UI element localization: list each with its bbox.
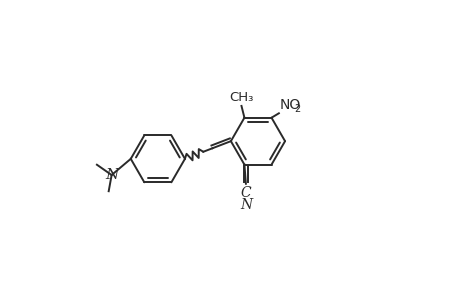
Text: N: N xyxy=(239,198,252,212)
Text: C: C xyxy=(240,186,251,200)
Text: CH₃: CH₃ xyxy=(229,91,253,103)
Text: NO: NO xyxy=(279,98,300,112)
Text: 2: 2 xyxy=(293,104,299,114)
Text: N: N xyxy=(105,168,118,182)
